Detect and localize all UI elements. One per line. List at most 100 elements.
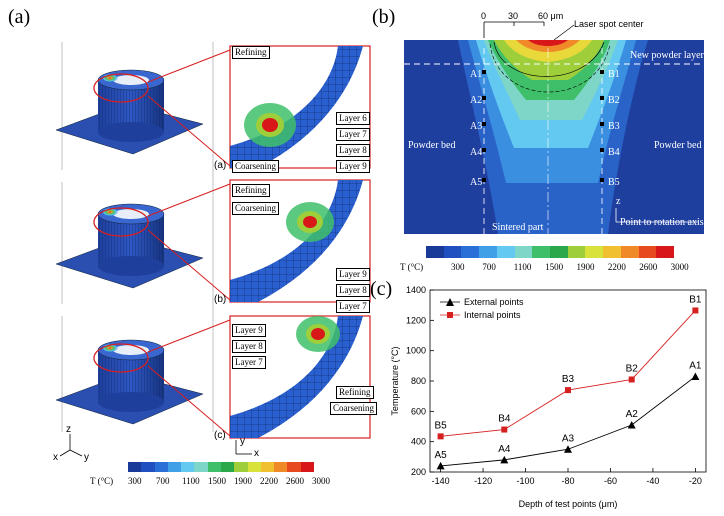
data-point — [627, 420, 636, 429]
row2-layer7: Layer 7 — [336, 300, 370, 313]
colorbar-swatch — [234, 462, 248, 472]
panel-label-a: (a) — [8, 6, 31, 28]
data-point — [564, 445, 572, 453]
colorbar-b-tick: 3000 — [670, 262, 689, 272]
x-tick-label: -20 — [689, 476, 702, 486]
data-point — [565, 387, 571, 394]
point-b2: B2 — [608, 95, 620, 106]
colorbar-swatch — [638, 246, 657, 258]
colorbar-a — [128, 462, 314, 472]
colorbar-swatch — [443, 246, 462, 258]
colorbar-swatch — [514, 246, 533, 258]
colorbar-swatch — [656, 246, 675, 258]
y-tick-label: 600 — [411, 406, 426, 416]
x-axis-label: Depth of test points (μm) — [519, 499, 618, 509]
data-point — [692, 307, 699, 314]
colorbar-a-tick: 1900 — [234, 476, 252, 486]
colorbar-a-tick: 2200 — [260, 476, 278, 486]
colorbar-b-tick: 300 — [450, 262, 465, 272]
x-tick-label: -40 — [646, 476, 659, 486]
colorbar-a-tick: 1500 — [208, 476, 226, 486]
data-point — [436, 461, 445, 470]
x-tick-label: -80 — [561, 476, 574, 486]
colorbar-swatch — [181, 462, 195, 472]
colorbar-b-tick: 1900 — [576, 262, 595, 272]
render-row-3: (c) — [55, 315, 371, 441]
point-label: B1 — [689, 294, 702, 305]
row2-layer8: Layer 8 — [336, 284, 370, 297]
sintered-part: Sintered part — [492, 222, 544, 233]
subplot-tag-a: (a) — [214, 160, 226, 171]
row3-layer8: Layer 8 — [232, 340, 266, 353]
panel-c-chart: 200 400 600 800 1000 1200 1400 -140 -120 -100 -80… — [390, 285, 707, 509]
row1-layer9: Layer 9 — [336, 160, 370, 173]
data-point — [437, 433, 444, 440]
colorbar-swatch — [567, 246, 586, 258]
point-label: B3 — [562, 374, 575, 385]
colorbar-swatch — [220, 462, 235, 472]
y-tick-label: 200 — [411, 467, 426, 477]
colorbar-b-ticks: T (°C) 300 700 1100 1500 1900 2200 2600 … — [400, 262, 700, 272]
y-tick-label: 400 — [411, 437, 426, 447]
row1-layer7: Layer 7 — [336, 128, 370, 141]
point-b1: B1 — [608, 69, 620, 80]
row1-refining: Refining — [232, 46, 270, 59]
colorbar-b — [426, 246, 675, 258]
row1-coarsening: Coarsening — [232, 160, 279, 173]
powder-bed-right: Powder bed — [654, 140, 702, 151]
colorbar-b-tick: 2200 — [607, 262, 626, 272]
colorbar-a-tick: 700 — [156, 476, 170, 486]
legend-marker-external — [446, 298, 454, 306]
axis-x: x — [53, 452, 58, 462]
row2-layer9: Layer 9 — [336, 268, 370, 281]
axis-z: z — [66, 424, 71, 435]
colorbar-swatch — [585, 246, 604, 258]
point-label: A1 — [689, 360, 702, 371]
plot-area — [429, 289, 707, 473]
x-tick-label: -140 — [432, 476, 450, 486]
colorbar-swatch — [260, 462, 275, 472]
colorbar-swatch — [128, 462, 142, 472]
point-a5: A5 — [470, 177, 482, 188]
point-label: B5 — [434, 420, 447, 431]
render-row-2: (b) — [55, 179, 371, 305]
row3-refining: Refining — [336, 386, 374, 399]
colorbar-b-tick: 2600 — [639, 262, 658, 272]
colorbar-b-tick: 1100 — [513, 262, 532, 272]
colorbar-a-unit: T (°C) — [90, 476, 114, 486]
powder-bed-left: Powder bed — [408, 140, 456, 151]
data-point — [691, 372, 700, 380]
colorbar-swatch — [603, 246, 621, 258]
y-tick-label: 1000 — [406, 346, 426, 356]
scale-tick-0: 0 — [481, 11, 486, 21]
colorbar-swatch — [167, 462, 182, 472]
subplot-tag-b: (b) — [214, 294, 226, 305]
axis-y: y — [84, 452, 89, 462]
row1-layer6: Layer 6 — [336, 112, 370, 125]
colorbar-a-tick: 300 — [128, 476, 142, 486]
row3-coarsening: Coarsening — [330, 402, 377, 415]
panel-a-renders: (a) (b) (c) — [53, 42, 371, 462]
colorbar-swatch — [194, 462, 208, 472]
point-a2: A2 — [470, 95, 482, 106]
row3-layer9: Layer 9 — [232, 324, 266, 337]
point-label: B4 — [498, 414, 511, 425]
x-tick-label: -60 — [604, 476, 617, 486]
legend-internal: Internal points — [464, 310, 521, 320]
colorbar-swatch — [496, 246, 515, 258]
render-row-1: (a) — [55, 45, 371, 171]
row2-coarsening: Coarsening — [232, 202, 279, 215]
legend-marker-internal — [447, 312, 453, 318]
colorbar-a-tick: 1100 — [182, 476, 200, 486]
panel-label-b: (b) — [372, 6, 396, 28]
colorbar-swatch — [479, 246, 497, 258]
row3-layer7: Layer 7 — [232, 356, 266, 369]
point-label: B2 — [626, 363, 639, 374]
colorbar-swatch — [207, 462, 221, 472]
colorbar-swatch — [247, 462, 261, 472]
inset-axis-x: x — [254, 448, 259, 459]
colorbar-swatch — [154, 462, 168, 472]
y-tick-label: 1200 — [406, 315, 426, 325]
colorbar-swatch — [141, 462, 155, 472]
colorbar-swatch — [620, 246, 639, 258]
